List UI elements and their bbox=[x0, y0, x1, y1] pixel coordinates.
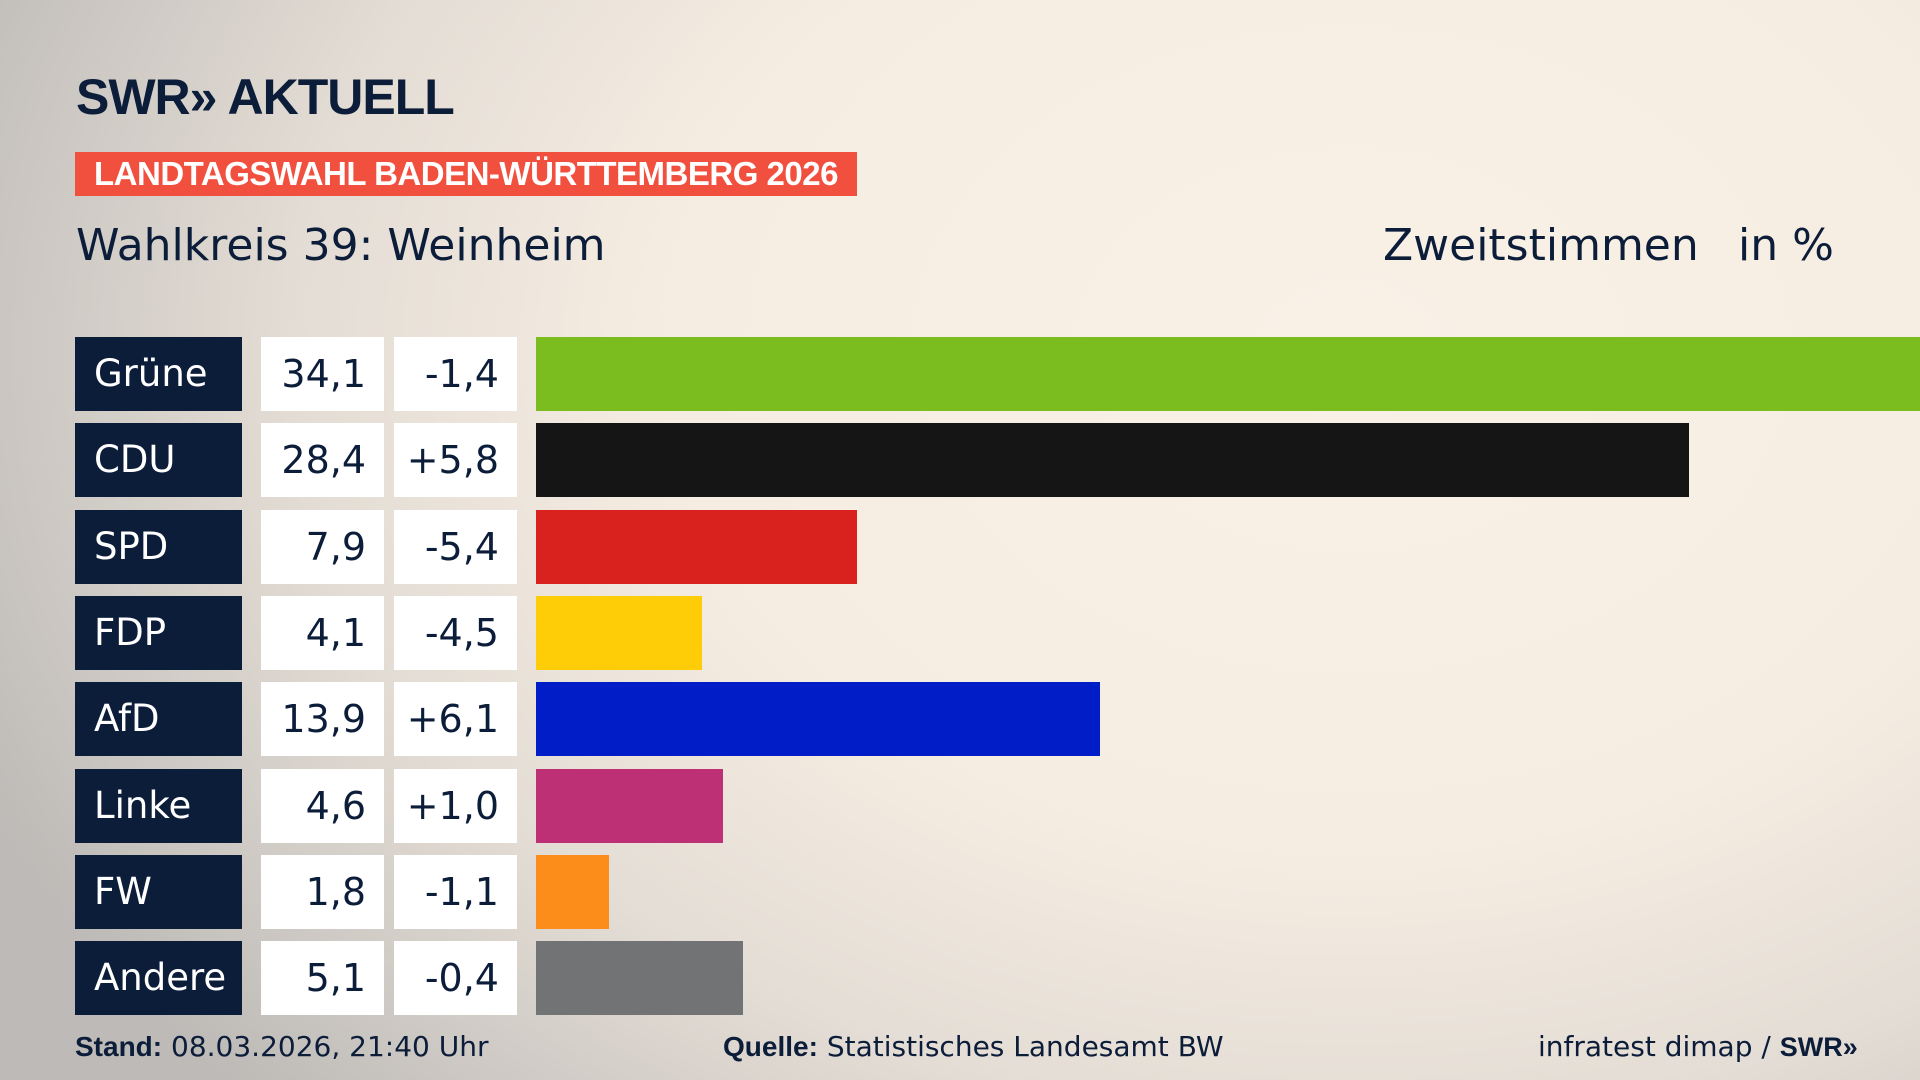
party-label: SPD bbox=[75, 509, 242, 584]
bar bbox=[536, 682, 1101, 757]
quelle-label: Quelle: bbox=[723, 1031, 818, 1062]
source: Quelle: Statistisches Landesamt BW bbox=[723, 1030, 1224, 1063]
party-label: Grüne bbox=[75, 337, 242, 411]
value-label: 5,1 bbox=[261, 941, 384, 1016]
measure-label: Zweitstimmen bbox=[1383, 220, 1699, 271]
party-label: CDU bbox=[75, 423, 242, 498]
bar bbox=[536, 509, 857, 584]
bar bbox=[536, 337, 1920, 411]
stand-value: 08.03.2026, 21:40 Uhr bbox=[171, 1030, 489, 1063]
constituency-title: Wahlkreis 39: Weinheim bbox=[76, 220, 606, 271]
value-label: 28,4 bbox=[261, 423, 384, 498]
bar bbox=[536, 941, 743, 1016]
party-label: AfD bbox=[75, 682, 242, 757]
quelle-value: Statistisches Landesamt BW bbox=[826, 1030, 1224, 1063]
timestamp: Stand: 08.03.2026, 21:40 Uhr bbox=[75, 1030, 488, 1063]
election-banner: LANDTAGSWAHL BADEN-WÜRTTEMBERG 2026 bbox=[75, 152, 857, 196]
party-label: FDP bbox=[75, 595, 242, 670]
value-label: 4,6 bbox=[261, 768, 384, 843]
change-label: -5,4 bbox=[394, 509, 517, 584]
change-label: -4,5 bbox=[394, 595, 517, 670]
value-label: 13,9 bbox=[261, 682, 384, 757]
change-label: +1,0 bbox=[394, 768, 517, 843]
change-label: +6,1 bbox=[394, 682, 517, 757]
value-label: 4,1 bbox=[261, 595, 384, 670]
unit-label: in % bbox=[1738, 220, 1834, 271]
value-label: 7,9 bbox=[261, 509, 384, 584]
value-label: 1,8 bbox=[261, 854, 384, 929]
credit-text: infratest dimap / bbox=[1538, 1030, 1771, 1063]
stand-label: Stand: bbox=[75, 1031, 163, 1062]
bar bbox=[536, 595, 703, 670]
bar bbox=[536, 854, 610, 929]
party-label: Linke bbox=[75, 768, 242, 843]
value-label: 34,1 bbox=[261, 337, 384, 411]
change-label: -1,4 bbox=[394, 337, 517, 411]
bar bbox=[536, 423, 1689, 498]
credit: infratest dimap / SWR» bbox=[1538, 1030, 1858, 1063]
change-label: -1,1 bbox=[394, 854, 517, 929]
change-label: -0,4 bbox=[394, 941, 517, 1016]
party-label: FW bbox=[75, 854, 242, 929]
swr-aktuell-logo: SWR» AKTUELL bbox=[76, 69, 455, 125]
change-label: +5,8 bbox=[394, 423, 517, 498]
bar bbox=[536, 768, 723, 843]
swr-footer-logo: SWR» bbox=[1779, 1032, 1858, 1062]
party-label: Andere bbox=[75, 941, 242, 1016]
